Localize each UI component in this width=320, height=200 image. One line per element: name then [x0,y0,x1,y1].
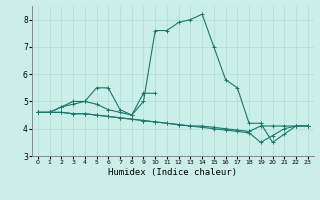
X-axis label: Humidex (Indice chaleur): Humidex (Indice chaleur) [108,168,237,177]
